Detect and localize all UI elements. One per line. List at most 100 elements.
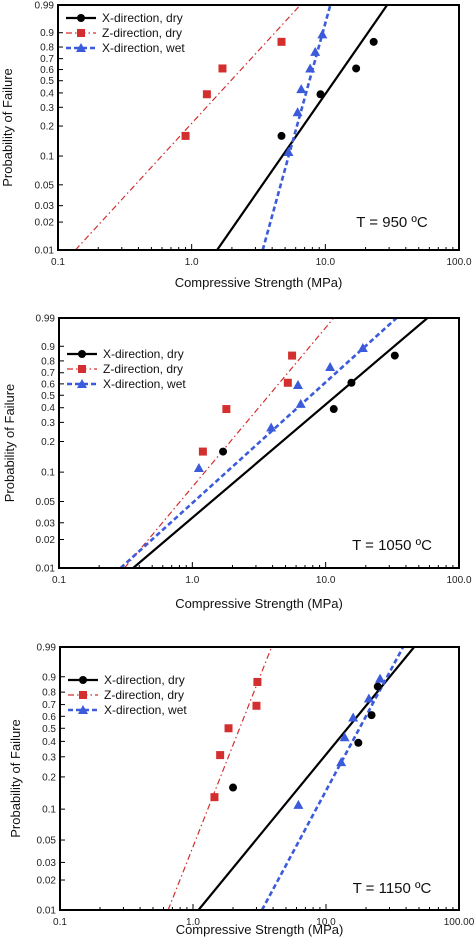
plot-frame (59, 646, 460, 911)
y-tick-label: 0.6 (42, 712, 56, 723)
fit-line-series-3 (260, 647, 405, 910)
chart-panel-1: 0.01 0.02 0.03 0.05 0.1 0.2 0.3 0.40.50.60.70.8… (0, 1, 472, 291)
data-point-series-1 (277, 131, 286, 140)
data-point-series-3 (310, 46, 321, 56)
data-point-series-3 (296, 84, 307, 94)
y-tick-label: 0.3 (42, 752, 56, 763)
data-point-series-1 (354, 738, 363, 747)
legend-marker (79, 676, 87, 684)
data-point-series-2 (222, 405, 231, 414)
x-tick-label: 0.1 (51, 257, 65, 268)
x-axis-label: Compressive Strength (MPa) (175, 596, 343, 611)
y-tick-label: 0.05 (37, 836, 57, 847)
legend-label: X-direction, wet (102, 41, 185, 55)
y-tick-label: 0.2 (41, 437, 55, 448)
y-axis-label: Probability of Failure (0, 68, 15, 187)
y-tick-label: 0.9 (41, 342, 55, 353)
data-point-series-2 (224, 724, 233, 733)
fit-line-series-3 (261, 5, 332, 250)
y-tick-label: 0.7 (42, 700, 56, 711)
legend-marker (78, 365, 86, 373)
data-point-series-3 (339, 732, 350, 742)
x-tick-label: 1.0 (185, 257, 199, 268)
data-point-series-3 (348, 712, 359, 722)
legend-label: Z-direction, dry (102, 26, 182, 40)
y-tick-label: 0.99 (36, 314, 56, 325)
y-tick-label: 0.02 (37, 876, 57, 887)
y-axis-label: Probability of Failure (8, 719, 23, 838)
fit-line-series-1 (197, 647, 415, 910)
y-tick-label: 0.3 (41, 418, 55, 429)
legend-marker (77, 29, 85, 37)
y-tick-label: 0.01 (37, 906, 57, 917)
y-tick-label: 0.4 (41, 403, 55, 414)
x-tick-label: 10.0 (316, 575, 336, 586)
y-tick-label: 0.01 (35, 246, 55, 257)
temperature-annotation: T = 1050 ºC (352, 537, 432, 554)
legend-marker (77, 379, 87, 388)
data-point-series-2 (210, 793, 219, 802)
y-tick-label: 0.6 (41, 379, 55, 390)
x-tick-label: 10.0 (316, 917, 336, 928)
y-tick-label: 0.8 (40, 43, 54, 54)
data-point-series-2 (202, 90, 211, 99)
data-point-series-3 (357, 343, 368, 353)
x-axis-label: Compressive Strength (MPa) (176, 922, 344, 937)
legend-label: X-direction, dry (103, 347, 184, 361)
data-point-series-3 (283, 147, 294, 157)
data-point-series-3 (363, 693, 374, 703)
legend-marker (76, 43, 86, 52)
y-tick-label: 0.7 (40, 54, 54, 65)
x-tick-label: 10.0 (316, 257, 336, 268)
data-point-series-3 (305, 63, 316, 73)
temperature-annotation: T = 1150 ºC (353, 880, 432, 897)
legend-marker (79, 691, 87, 699)
y-tick-label: 0.5 (40, 76, 54, 87)
data-point-series-2 (253, 677, 262, 686)
y-tick-label: 0.8 (42, 688, 56, 699)
plot-area (167, 647, 415, 910)
x-tick-label: 100.0 (446, 257, 471, 268)
y-axis-label: Probability of Failure (2, 384, 17, 503)
fit-line-series-2 (74, 5, 301, 250)
x-tick-label: 100.00 (444, 917, 474, 928)
legend-marker (78, 705, 88, 714)
chart-panel-2: 0.01 0.02 0.03 0.05 0.1 0.2 0.3 0.40.50.60.70.8… (2, 314, 472, 612)
y-tick-label: 0.03 (36, 518, 56, 529)
y-tick-label: 0.9 (42, 672, 56, 683)
x-tick-label: 0.1 (52, 575, 66, 586)
data-point-series-3 (292, 379, 303, 389)
y-tick-label: 0.7 (41, 368, 55, 379)
y-tick-label: 0.2 (40, 122, 54, 133)
temperature-annotation: T = 950 ºC (356, 214, 428, 231)
y-tick-label: 0.3 (40, 103, 54, 114)
legend-marker (78, 350, 86, 358)
data-point-series-3 (336, 757, 347, 767)
y-tick-label: 0.01 (36, 564, 56, 575)
plot-area (74, 5, 389, 250)
data-point-series-2 (218, 64, 227, 73)
y-tick-label: 0.03 (37, 858, 57, 869)
data-point-series-2 (181, 131, 190, 140)
data-point-series-2 (252, 701, 261, 710)
data-point-series-1 (369, 37, 378, 46)
y-tick-label: 0.03 (35, 201, 55, 212)
data-point-series-3 (375, 673, 386, 683)
y-tick-label: 0.05 (36, 497, 56, 508)
data-point-series-3 (293, 799, 304, 809)
legend-label: X-direction, wet (104, 703, 187, 717)
data-point-series-2 (283, 378, 292, 387)
chart-panel-3: 0.01 0.02 0.03 0.05 0.1 0.2 0.3 0.4 0.50.60.70.8… (8, 643, 474, 938)
data-point-series-3 (317, 29, 328, 39)
y-tick-label: 0.02 (36, 535, 56, 546)
fit-line-series-3 (119, 318, 398, 568)
y-tick-label: 0.2 (42, 772, 56, 783)
y-tick-label: 0.5 (41, 391, 55, 402)
plot-frame (57, 4, 460, 251)
data-point-series-1 (229, 783, 238, 792)
y-tick-label: 0.6 (40, 65, 54, 76)
data-point-series-1 (390, 351, 399, 360)
